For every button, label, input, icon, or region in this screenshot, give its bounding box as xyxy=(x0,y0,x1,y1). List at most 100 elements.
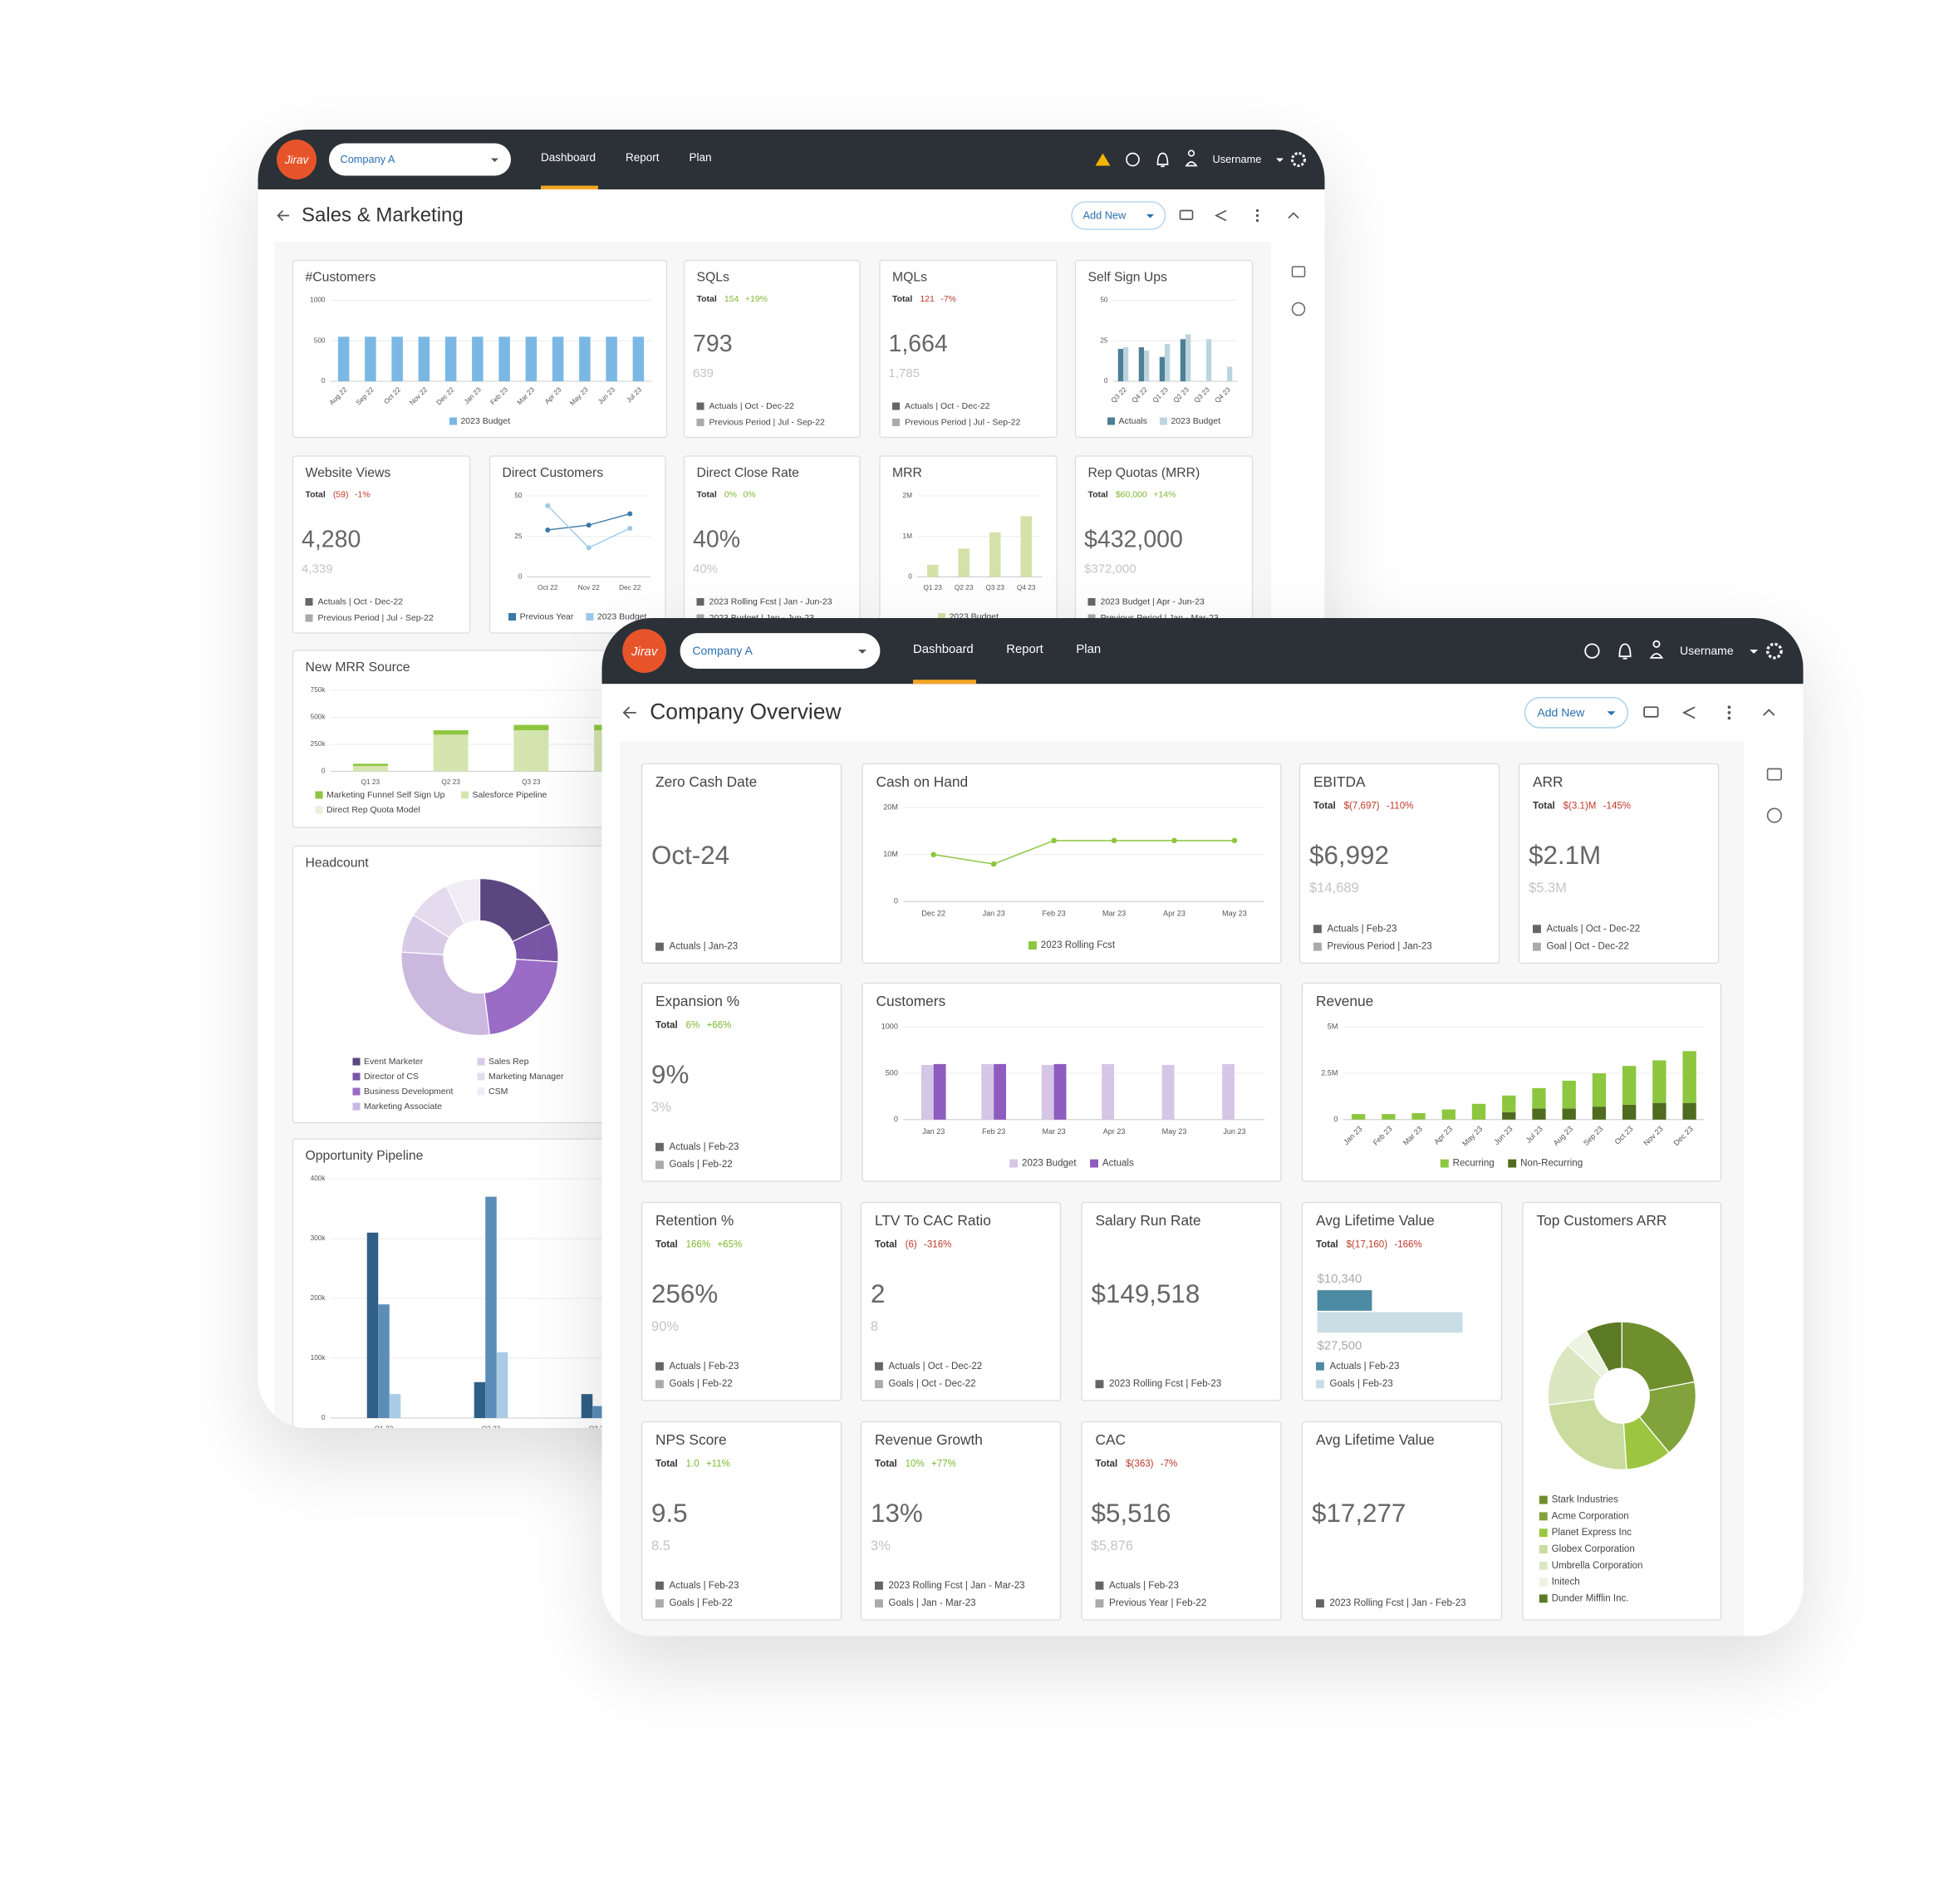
bell-icon[interactable] xyxy=(1156,152,1169,168)
y-tick-label: 0 xyxy=(894,1115,898,1123)
kpi-value: $17,277 xyxy=(1312,1499,1406,1528)
card: Opportunity Pipeline 0 100k 200k 300k 400k Q1 … xyxy=(292,1138,668,1428)
card: Website Views Total (59) -1% 4,280 4,339 Actua… xyxy=(292,455,471,634)
help-icon[interactable] xyxy=(1584,643,1600,659)
back-arrow[interactable] xyxy=(622,706,636,719)
help-icon[interactable] xyxy=(1126,152,1140,167)
bar-segment xyxy=(1652,1060,1667,1103)
legend-swatch xyxy=(1533,942,1541,951)
more-dot[interactable] xyxy=(1727,716,1731,720)
username[interactable]: Username xyxy=(1680,644,1734,657)
total-label: Total xyxy=(306,489,326,499)
bar xyxy=(632,336,645,381)
legend-label: Actuals | Feb-23 xyxy=(1330,1362,1400,1372)
nav-tab[interactable]: Dashboard xyxy=(541,151,596,164)
bar-segment xyxy=(1502,1111,1516,1120)
bar xyxy=(1053,1063,1067,1120)
card-title: CAC xyxy=(1096,1431,1127,1448)
total-change: +65% xyxy=(717,1240,742,1250)
alert-icon[interactable] xyxy=(1095,153,1111,166)
share-icon[interactable] xyxy=(1215,209,1227,222)
print-icon[interactable] xyxy=(1643,706,1659,718)
bar xyxy=(1186,334,1191,381)
y-tick-label: 1000 xyxy=(310,297,326,304)
bar-segment xyxy=(1502,1095,1516,1112)
add-new-button[interactable] xyxy=(1071,201,1166,230)
legend-swatch xyxy=(1533,925,1541,934)
bar xyxy=(989,532,1001,577)
username[interactable]: Username xyxy=(1213,153,1262,165)
back-arrow[interactable] xyxy=(277,209,290,222)
bar xyxy=(1206,339,1212,381)
kpi-value: $432,000 xyxy=(1084,527,1183,553)
info-icon[interactable] xyxy=(1291,302,1306,317)
nav-tab[interactable]: Dashboard xyxy=(913,643,974,656)
more-dot[interactable] xyxy=(1727,711,1731,714)
nav-tab[interactable]: Plan xyxy=(1076,643,1101,656)
bar xyxy=(485,1196,497,1418)
kpi-prior: 8.5 xyxy=(651,1538,670,1553)
nav-tab[interactable]: Report xyxy=(626,151,660,164)
bar xyxy=(418,336,430,381)
kpi-prior: 4,339 xyxy=(302,562,333,576)
legend-label: Previous Period | Jul - Sep-22 xyxy=(905,417,1020,427)
settings-icon[interactable] xyxy=(1291,152,1306,167)
legend-swatch xyxy=(655,1380,664,1389)
settings-icon[interactable] xyxy=(1765,642,1783,660)
x-tick-label: Jan 23 xyxy=(983,909,1005,917)
card-bg xyxy=(1301,982,1722,1182)
legend-label: 2023 Budget xyxy=(1171,416,1220,426)
x-tick-label: Nov 22 xyxy=(578,584,601,591)
total-value: (59) xyxy=(333,489,349,499)
y-tick-label: 300k xyxy=(311,1234,326,1242)
bar xyxy=(498,336,510,381)
card: Avg Lifetime Value Total $(17,160) -166% Act… xyxy=(1301,1201,1503,1401)
company-name[interactable]: Company A xyxy=(692,644,753,657)
legend-swatch xyxy=(1159,417,1167,425)
legend-label: 2023 Rolling Fcst | Jan - Jun-23 xyxy=(709,596,832,606)
donut-slice xyxy=(484,959,559,1036)
bar-segment xyxy=(513,730,549,772)
legend-swatch xyxy=(477,1058,485,1066)
total-change: -7% xyxy=(1161,1460,1178,1470)
kpi-value: 40% xyxy=(693,527,740,553)
donut-slice xyxy=(1638,1381,1696,1454)
add-new-button[interactable] xyxy=(1524,696,1629,729)
more-dot[interactable] xyxy=(1255,209,1259,213)
logo-text: Jirav xyxy=(284,154,310,166)
kpi-value: 256% xyxy=(651,1279,718,1308)
info-icon[interactable] xyxy=(1766,807,1782,823)
share-icon[interactable] xyxy=(1681,706,1696,719)
legend-label: Stark Industries xyxy=(1552,1495,1618,1505)
bar xyxy=(1165,344,1171,381)
bar xyxy=(592,1406,604,1418)
total-change: -316% xyxy=(924,1240,951,1250)
total-value: 0% xyxy=(724,489,737,499)
nav-tab[interactable]: Report xyxy=(1006,643,1043,656)
bar-segment xyxy=(352,766,388,772)
total-label: Total xyxy=(1313,802,1336,812)
caret xyxy=(1146,214,1154,218)
bar xyxy=(389,1394,401,1418)
bell-icon[interactable] xyxy=(1618,643,1632,660)
company-select[interactable] xyxy=(680,633,881,670)
more-dot[interactable] xyxy=(1255,213,1259,218)
add-new-label[interactable]: Add New xyxy=(1537,705,1585,719)
collapse-icon[interactable] xyxy=(1763,709,1775,716)
collapse-icon[interactable] xyxy=(1288,212,1299,219)
legend-label: Goals | Feb-22 xyxy=(670,1379,733,1389)
comment-icon[interactable] xyxy=(1766,768,1782,781)
bar-segment xyxy=(1562,1080,1576,1109)
legend-swatch xyxy=(655,1161,664,1170)
bar xyxy=(378,1304,390,1418)
card-bg xyxy=(683,259,861,439)
comment-icon[interactable] xyxy=(1291,266,1306,277)
print-icon[interactable] xyxy=(1179,209,1194,220)
add-new-label[interactable]: Add New xyxy=(1083,209,1127,222)
company-name[interactable]: Company A xyxy=(341,153,395,165)
bar xyxy=(994,1063,1007,1120)
nav-tab[interactable]: Plan xyxy=(690,151,712,164)
more-dot[interactable] xyxy=(1727,705,1731,709)
more-dot[interactable] xyxy=(1255,218,1259,223)
company-select[interactable] xyxy=(329,143,511,176)
